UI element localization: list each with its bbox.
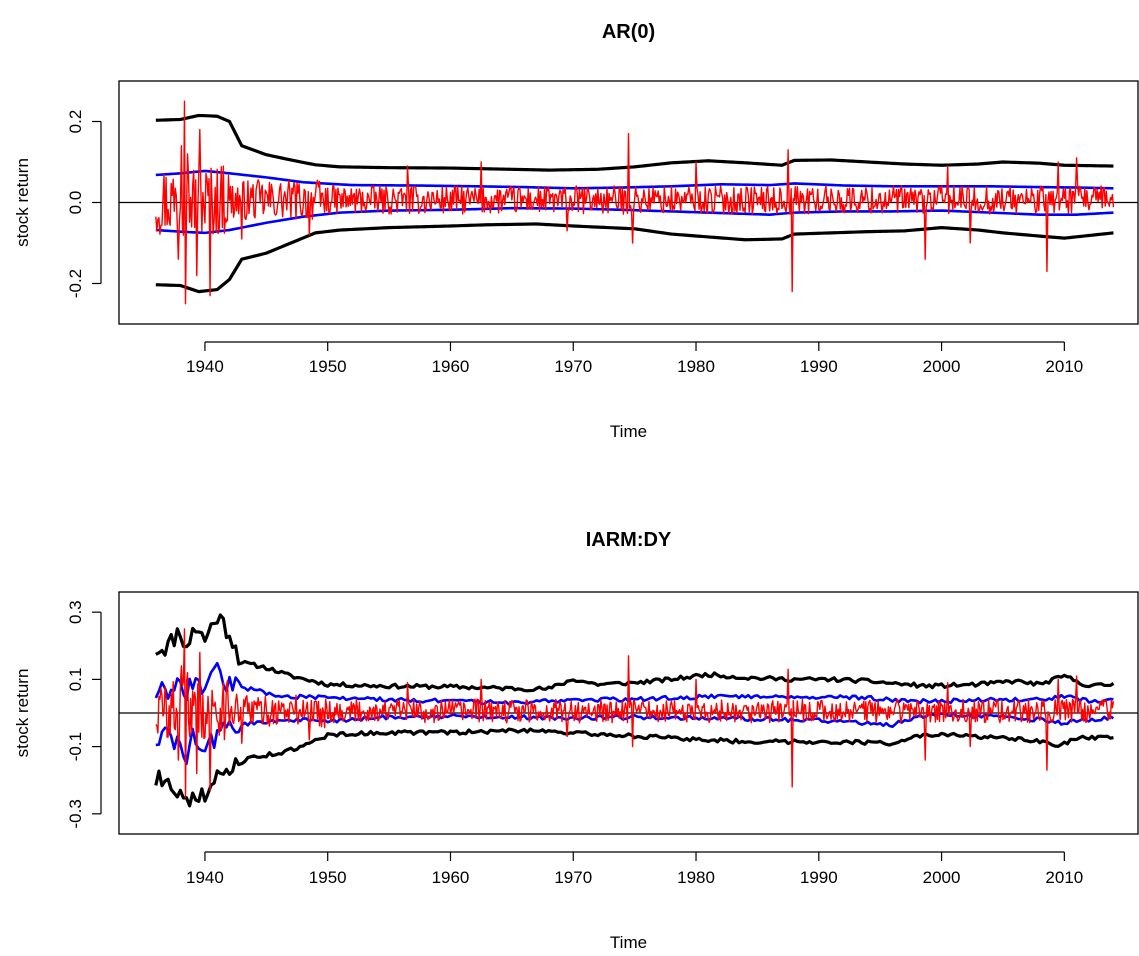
series-outer-band-upper <box>155 113 1114 172</box>
x-axis-label: Time <box>610 933 647 952</box>
x-tick-label: 1990 <box>800 357 838 376</box>
x-tick-label: 2010 <box>1045 357 1083 376</box>
y-axis: -0.2 0.0 0.2 <box>66 110 102 298</box>
x-tick-label: 2010 <box>1045 868 1083 887</box>
series-inner-band-upper <box>154 661 1114 706</box>
chart-title: AR(0) <box>602 21 655 43</box>
y-tick-label: 0.2 <box>66 110 85 134</box>
x-axis-label: Time <box>610 422 647 441</box>
series-stock-return <box>155 100 1115 305</box>
x-tick-label: 1960 <box>432 868 470 887</box>
y-tick-label: 0.1 <box>66 668 85 692</box>
x-tick-label: 1980 <box>677 357 715 376</box>
series-inner-band-lower <box>155 206 1114 235</box>
x-tick-label: 1950 <box>309 868 347 887</box>
y-tick-label: -0.1 <box>66 732 85 761</box>
x-tick-label: 1990 <box>800 868 838 887</box>
x-tick-label: 2000 <box>923 357 961 376</box>
series-group <box>119 613 1138 808</box>
x-tick-label: 1980 <box>677 868 715 887</box>
series-inner-band-lower <box>155 711 1115 766</box>
series-outer-band-lower <box>155 222 1114 294</box>
chart-panel-iarm-dy: IARM:DY 1940 1950 1960 1970 1980 1990 2000 2010 T… <box>13 529 1139 952</box>
series-outer-band-upper <box>155 613 1115 693</box>
y-axis-label: stock return <box>13 669 32 758</box>
series-outer-band-lower <box>154 727 1114 808</box>
x-axis: 1940 1950 1960 1970 1980 1990 2000 2010 <box>186 851 1083 887</box>
y-tick-label: 0.0 <box>66 191 85 215</box>
plot-frame <box>118 591 1139 835</box>
x-tick-label: 1940 <box>186 357 224 376</box>
series-group <box>119 100 1138 305</box>
series-stock-return <box>155 628 1115 798</box>
y-tick-label: 0.3 <box>66 600 85 624</box>
plot-frame <box>118 80 1139 325</box>
x-tick-label: 1970 <box>554 357 592 376</box>
x-tick-label: 2000 <box>923 868 961 887</box>
y-axis: -0.3 -0.1 0.1 0.3 <box>66 600 102 828</box>
x-tick-label: 1940 <box>186 868 224 887</box>
y-axis-label: stock return <box>13 158 32 247</box>
chart-title: IARM:DY <box>586 529 672 551</box>
x-tick-label: 1960 <box>432 357 470 376</box>
chart-panel-ar0: AR(0) 1940 1950 1960 1970 1980 1990 2000 2010 Tim… <box>13 21 1139 441</box>
y-tick-label: -0.2 <box>66 269 85 298</box>
x-tick-label: 1970 <box>554 868 592 887</box>
y-tick-label: -0.3 <box>66 799 85 828</box>
x-tick-label: 1950 <box>309 357 347 376</box>
x-axis: 1940 1950 1960 1970 1980 1990 2000 2010 <box>186 341 1083 376</box>
